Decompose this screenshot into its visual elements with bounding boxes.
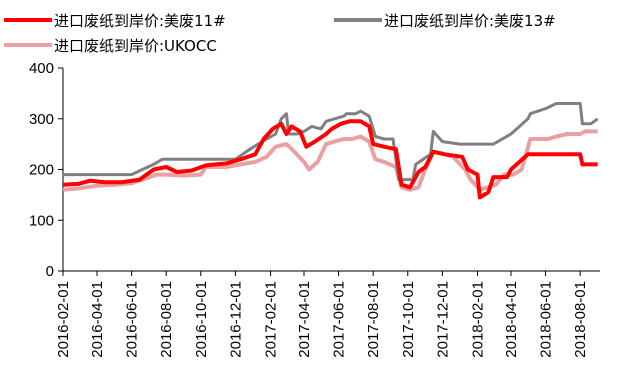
- x-tick-label: 2018-06-01: [538, 281, 555, 358]
- x-tick-label: 2017-02-01: [263, 281, 280, 358]
- series-line-2: [63, 102, 599, 182]
- x-tick-label: 2016-02-01: [55, 281, 72, 358]
- legend-label-series-3: 进口废纸到岸价:UKOCC: [54, 37, 217, 55]
- x-tick-label: 2017-10-01: [400, 281, 417, 358]
- y-tick-label: 200: [29, 162, 54, 179]
- x-tick-label: 2017-06-01: [331, 281, 348, 358]
- x-tick-label: 2016-06-01: [124, 281, 141, 358]
- y-tick-label: 400: [29, 60, 54, 77]
- legend-label-series-1: 进口废纸到岸价:美废11#: [54, 12, 226, 30]
- x-tick-label: 2017-08-01: [365, 281, 382, 358]
- x-tick-label: 2016-08-01: [158, 281, 175, 358]
- axes: 0 100 200 300 400 2016-02-01 2016-04-01 2016-06…: [29, 60, 600, 358]
- series-line-3: [62, 129, 598, 192]
- x-tick-label: 2016-10-01: [193, 281, 210, 358]
- x-tick-label: 2017-04-01: [296, 281, 313, 358]
- x-tick-label: 2018-02-01: [470, 281, 487, 358]
- y-tick-label: 300: [29, 111, 54, 128]
- legend: 进口废纸到岸价:美废11# 进口废纸到岸价:美废13# 进口废纸到岸价:UKOC…: [4, 12, 556, 55]
- x-tick-label: 2016-04-01: [89, 281, 106, 358]
- x-tick-label: 2018-04-01: [503, 281, 520, 358]
- x-tick-label: 2017-12-01: [434, 281, 451, 358]
- x-tick-label: 2016-12-01: [227, 281, 244, 358]
- y-tick-label: 100: [29, 212, 54, 229]
- y-tick-label: 0: [46, 263, 54, 280]
- legend-label-series-2: 进口废纸到岸价:美废13#: [384, 12, 556, 30]
- series-lines: [62, 102, 599, 200]
- x-tick-label: 2018-08-01: [572, 281, 589, 358]
- series-line-1: [62, 119, 598, 200]
